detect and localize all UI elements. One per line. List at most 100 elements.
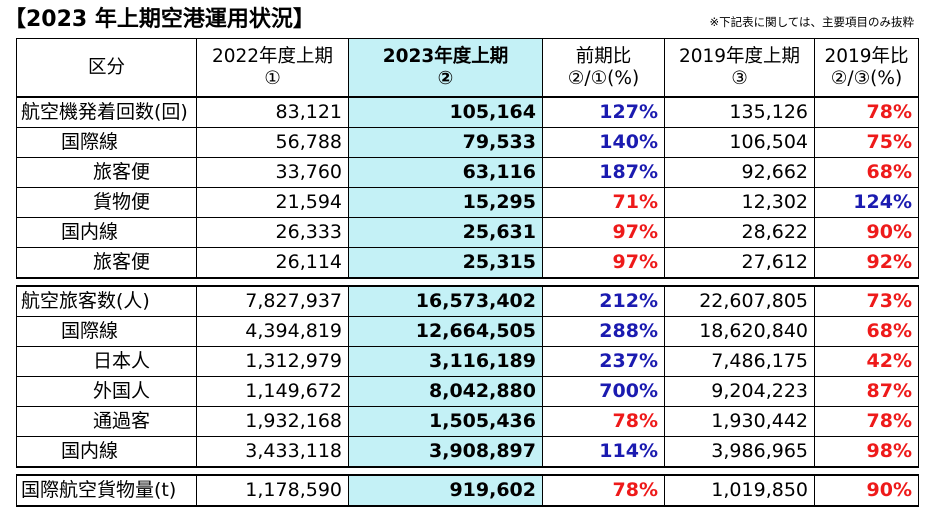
ratio-yoy: 97% — [542, 217, 665, 248]
value-2019h1: 9,204,223 — [664, 376, 815, 407]
row-label: 旅客便 — [16, 157, 197, 188]
row-label: 外国人 — [16, 376, 197, 407]
value-2023h1: 3,908,897 — [348, 436, 543, 468]
row-label: 国内線 — [16, 217, 197, 248]
table-row: 貨物便 21,594 15,295 71% 12,302 124% — [16, 187, 919, 218]
ratio-yoy: 288% — [542, 316, 665, 347]
ratio-yoy: 700% — [542, 376, 665, 407]
value-2023h1: 25,631 — [348, 217, 543, 248]
row-label: 国際線 — [16, 127, 197, 158]
value-2019h1: 28,622 — [664, 217, 815, 248]
ratio-vs2019: 68% — [814, 157, 919, 188]
value-2022h1: 3,433,118 — [196, 436, 349, 468]
value-2022h1: 83,121 — [196, 96, 349, 128]
table-row: 航空機発着回数(回) 83,121 105,164 127% 135,126 78% — [16, 96, 919, 128]
ratio-vs2019: 87% — [814, 376, 919, 407]
ratio-yoy: 187% — [542, 157, 665, 188]
ratio-vs2019: 98% — [814, 436, 919, 468]
value-2023h1: 8,042,880 — [348, 376, 543, 407]
header-2022h1: 2022年度上期 ① — [196, 38, 349, 98]
ratio-vs2019: 73% — [814, 285, 919, 317]
ratio-yoy: 212% — [542, 285, 665, 317]
header-2019h1: 2019年度上期 ③ — [664, 38, 815, 98]
ratio-yoy: 140% — [542, 127, 665, 158]
ratio-yoy: 114% — [542, 436, 665, 468]
value-2019h1: 1,930,442 — [664, 406, 815, 437]
value-2019h1: 12,302 — [664, 187, 815, 218]
ratio-vs2019: 75% — [814, 127, 919, 158]
value-2022h1: 1,932,168 — [196, 406, 349, 437]
section-gap — [16, 466, 919, 476]
value-2019h1: 27,612 — [664, 247, 815, 279]
value-2019h1: 135,126 — [664, 96, 815, 128]
value-2022h1: 26,114 — [196, 247, 349, 279]
value-2023h1: 12,664,505 — [348, 316, 543, 347]
ratio-vs2019: 78% — [814, 96, 919, 128]
value-2023h1: 25,315 — [348, 247, 543, 279]
table-row: 航空旅客数(人) 7,827,937 16,573,402 212% 22,607,80… — [16, 285, 919, 317]
ratio-yoy: 78% — [542, 406, 665, 437]
ratio-vs2019: 90% — [814, 217, 919, 248]
value-2023h1: 15,295 — [348, 187, 543, 218]
row-label: 貨物便 — [16, 187, 197, 218]
ratio-yoy: 97% — [542, 247, 665, 279]
ratio-yoy: 237% — [542, 346, 665, 377]
airport-operations-table: 区分 2022年度上期 ① 2023年度上期 ② 前期比 ②/①(%) 2019年度上… — [16, 38, 919, 507]
value-2023h1: 79,533 — [348, 127, 543, 158]
header-category: 区分 — [16, 38, 197, 98]
table-row: 国際線 4,394,819 12,664,505 288% 18,620,840 68% — [16, 316, 919, 347]
value-2019h1: 92,662 — [664, 157, 815, 188]
row-label: 国際航空貨物量(t) — [16, 474, 197, 507]
value-2019h1: 22,607,805 — [664, 285, 815, 317]
value-2022h1: 26,333 — [196, 217, 349, 248]
table-row: 国内線 26,333 25,631 97% 28,622 90% — [16, 217, 919, 248]
ratio-yoy: 78% — [542, 474, 665, 507]
value-2023h1: 919,602 — [348, 474, 543, 507]
value-2022h1: 33,760 — [196, 157, 349, 188]
ratio-yoy: 127% — [542, 96, 665, 128]
header-2023h1: 2023年度上期 ② — [348, 38, 543, 98]
value-2019h1: 3,986,965 — [664, 436, 815, 468]
ratio-vs2019: 90% — [814, 474, 919, 507]
table-row: 旅客便 33,760 63,116 187% 92,662 68% — [16, 157, 919, 188]
value-2019h1: 106,504 — [664, 127, 815, 158]
page-title: 【2023 年上期空港運用状況】 — [4, 7, 315, 32]
ratio-vs2019: 92% — [814, 247, 919, 279]
value-2023h1: 63,116 — [348, 157, 543, 188]
header-yoy: 前期比 ②/①(%) — [542, 38, 665, 98]
table-row: 旅客便 26,114 25,315 97% 27,612 92% — [16, 247, 919, 279]
value-2022h1: 56,788 — [196, 127, 349, 158]
row-label: 航空機発着回数(回) — [16, 96, 197, 128]
value-2023h1: 105,164 — [348, 96, 543, 128]
value-2019h1: 18,620,840 — [664, 316, 815, 347]
ratio-vs2019: 68% — [814, 316, 919, 347]
ratio-vs2019: 42% — [814, 346, 919, 377]
row-label: 旅客便 — [16, 247, 197, 279]
value-2022h1: 1,178,590 — [196, 474, 349, 507]
ratio-yoy: 71% — [542, 187, 665, 218]
table-row: 外国人 1,149,672 8,042,880 700% 9,204,223 87% — [16, 376, 919, 407]
row-label: 国際線 — [16, 316, 197, 347]
ratio-vs2019: 124% — [814, 187, 919, 218]
value-2022h1: 4,394,819 — [196, 316, 349, 347]
ratio-vs2019: 78% — [814, 406, 919, 437]
value-2022h1: 21,594 — [196, 187, 349, 218]
section-gap — [16, 277, 919, 287]
row-label: 国内線 — [16, 436, 197, 468]
header-row: 区分 2022年度上期 ① 2023年度上期 ② 前期比 ②/①(%) 2019年度上… — [16, 38, 919, 98]
value-2019h1: 7,486,175 — [664, 346, 815, 377]
value-2022h1: 1,312,979 — [196, 346, 349, 377]
table-row: 国内線 3,433,118 3,908,897 114% 3,986,965 98% — [16, 436, 919, 468]
row-label: 航空旅客数(人) — [16, 285, 197, 317]
value-2019h1: 1,019,850 — [664, 474, 815, 507]
value-2023h1: 16,573,402 — [348, 285, 543, 317]
row-label: 日本人 — [16, 346, 197, 377]
table-row: 日本人 1,312,979 3,116,189 237% 7,486,175 42% — [16, 346, 919, 377]
value-2022h1: 1,149,672 — [196, 376, 349, 407]
header-vs2019: 2019年比 ②/③(%) — [814, 38, 919, 98]
value-2023h1: 3,116,189 — [348, 346, 543, 377]
table-row: 通過客 1,932,168 1,505,436 78% 1,930,442 78% — [16, 406, 919, 437]
table-row: 国際航空貨物量(t) 1,178,590 919,602 78% 1,019,850 90… — [16, 474, 919, 507]
table-row: 国際線 56,788 79,533 140% 106,504 75% — [16, 127, 919, 158]
value-2023h1: 1,505,436 — [348, 406, 543, 437]
